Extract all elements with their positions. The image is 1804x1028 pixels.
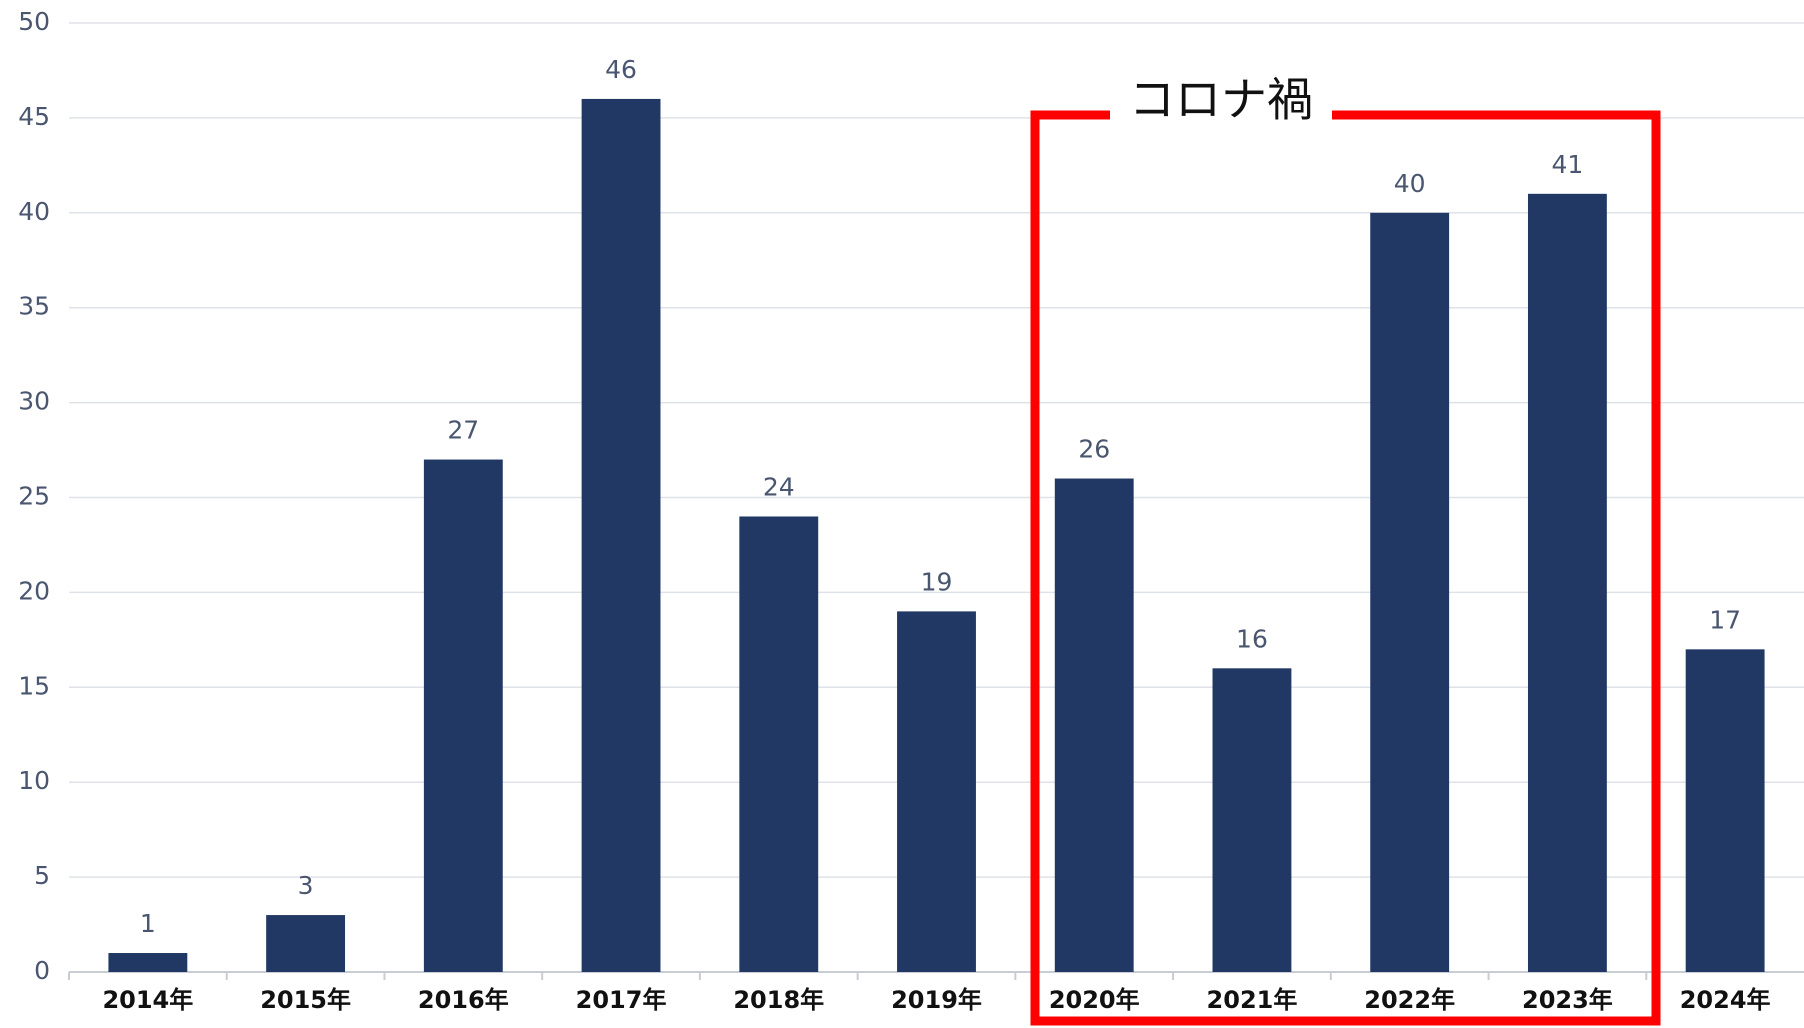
bar (1054, 478, 1134, 972)
x-tick-label: 2023年 (1522, 986, 1613, 1014)
bar (1212, 668, 1292, 972)
y-tick-label: 0 (34, 956, 50, 985)
y-tick-label: 20 (18, 576, 50, 605)
value-label: 46 (605, 55, 637, 84)
bar (1527, 193, 1607, 972)
x-tick-label: 2018年 (733, 986, 824, 1014)
value-label: 3 (298, 871, 314, 900)
bar (1370, 212, 1450, 973)
x-tick-label: 2014年 (102, 986, 193, 1014)
y-tick-label: 35 (18, 292, 50, 321)
bar (423, 459, 503, 972)
x-tick-label: 2020年 (1049, 986, 1140, 1014)
bar (581, 98, 661, 973)
y-tick-label: 50 (18, 7, 50, 36)
x-tick-label: 2017年 (576, 986, 667, 1014)
x-tick-label: 2016年 (418, 986, 509, 1014)
x-tick-label: 2024年 (1680, 986, 1771, 1014)
bar (108, 953, 188, 972)
x-tick-label: 2022年 (1364, 986, 1455, 1014)
y-tick-label: 40 (18, 197, 50, 226)
bar (1685, 649, 1765, 972)
x-tick-label: 2019年 (891, 986, 982, 1014)
bar (897, 611, 976, 972)
x-tick-label: 2015年 (260, 986, 351, 1014)
annotation: コロナ禍 (1129, 73, 1313, 127)
y-tick-label: 5 (34, 861, 50, 890)
y-tick-label: 15 (18, 671, 50, 700)
y-tick-label: 30 (18, 387, 50, 416)
value-label: 17 (1709, 605, 1741, 634)
value-label: 24 (763, 472, 795, 501)
y-tick-label: 10 (18, 766, 50, 795)
value-label: 41 (1552, 150, 1584, 179)
bar (266, 915, 346, 972)
x-tick-label: 2021年 (1207, 986, 1298, 1014)
highlight-box (1030, 110, 1661, 1026)
y-tick-label: 45 (18, 102, 50, 131)
label-backdrop (1110, 90, 1332, 140)
value-label: 40 (1394, 169, 1426, 198)
y-tick-label: 25 (18, 482, 50, 511)
value-label: 27 (447, 416, 479, 445)
value-label: 16 (1236, 624, 1268, 653)
value-label: 26 (1078, 435, 1110, 464)
value-label: 19 (921, 567, 953, 596)
value-label: 1 (140, 909, 156, 938)
bar (739, 516, 819, 972)
